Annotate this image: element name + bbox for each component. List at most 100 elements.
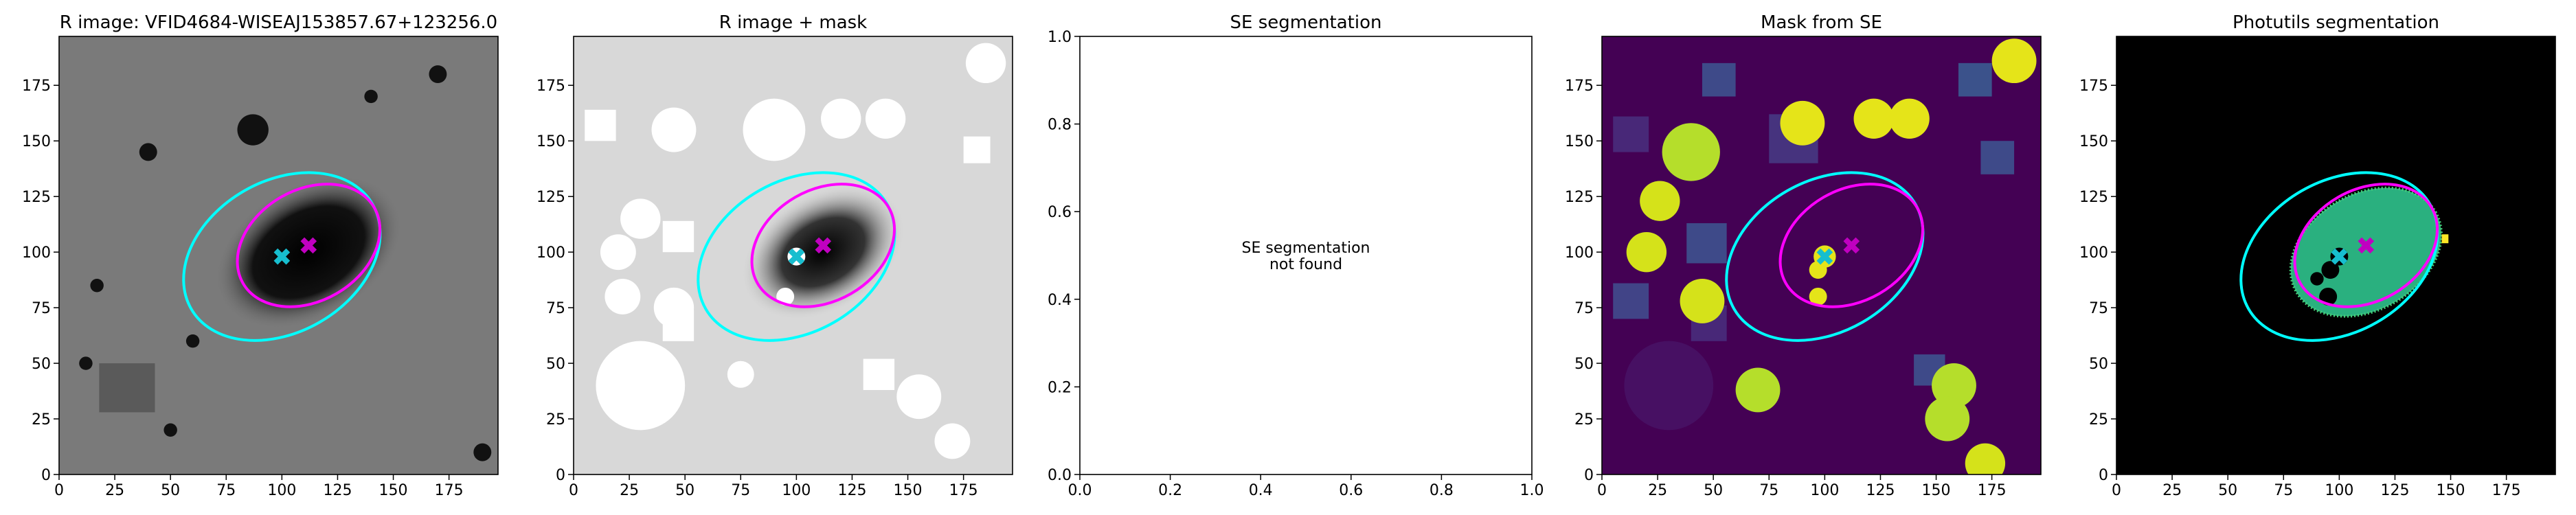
x-tick-label: 175 [2492,482,2521,499]
x-tick-label: 100 [2325,482,2353,499]
panel-title: R image + mask [719,12,868,33]
galaxy [740,183,906,321]
panel-title: R image: VFID4684-WISEAJ153857.67+123256… [60,12,497,33]
x-tick-label: 25 [1648,482,1667,499]
y-tick-label: 1.0 [1048,29,1072,46]
mask-blob [965,43,1006,84]
y-tick-label: 0.8 [1048,117,1072,134]
axes-frame [2116,36,2556,475]
mask-blob [600,234,636,271]
mask-box [1686,223,1727,264]
y-tick-label: 0.2 [1048,379,1072,396]
mask-blob [1965,443,2006,474]
star [139,143,157,161]
hole [2319,287,2338,306]
center-marker [788,248,805,265]
mask-box [662,310,694,341]
y-tick-label: 0 [1584,467,1594,484]
mask-blob [1624,341,1714,431]
y-tick-label: 125 [536,189,565,206]
mask-blob [1809,287,1827,306]
x-tick-label: 50 [675,482,694,499]
y-tick-label: 25 [546,411,565,428]
x-tick-label: 75 [1759,482,1778,499]
panel: R image: VFID4684-WISEAJ153857.67+123256… [22,12,499,499]
x-tick-label: 50 [1704,482,1723,499]
mask-blob [651,107,697,152]
panel-title: SE segmentation [1230,12,1382,33]
panel: Mask from SE 0 25 50 75 100 125 150 175 0 25 50 75 10… [1565,12,2042,499]
star [90,278,104,293]
mask-box [1980,141,2015,174]
y-tick-label: 75 [546,300,565,317]
y-tick-label: 75 [32,300,51,317]
y-tick-label: 50 [2089,356,2108,373]
panel-title: Photutils segmentation [2233,12,2439,33]
mask-box [662,220,694,253]
x-tick-label: 0 [54,482,64,499]
segment [2289,186,2443,318]
x-tick-label: 100 [1810,482,1839,499]
x-tick-label: 75 [731,482,750,499]
x-tick-label: 50 [161,482,180,499]
y-tick-label: 50 [1574,356,1594,373]
hole [2310,272,2324,286]
y-tick-label: 125 [22,189,51,206]
small-segment [2441,234,2449,244]
mask-box [585,109,616,141]
panel: Photutils segmentation 0 25 50 75 100 125 150 17… [2079,12,2556,499]
y-tick-label: 0.6 [1048,204,1072,221]
y-tick-label: 100 [2079,244,2108,262]
center-marker [1843,237,1860,254]
masked-star [99,363,155,413]
mask-blob [743,98,806,161]
y-tick-label: 75 [2089,300,2108,317]
mask-blob [896,374,942,420]
mask-box [1702,62,1736,97]
aperture-ellipse [1778,183,1925,308]
x-tick-label: 0 [1597,482,1607,499]
mask-blob [1932,363,1976,408]
y-tick-label: 0 [41,467,51,484]
x-tick-label: 1.0 [1520,482,1544,499]
x-tick-label: 75 [216,482,236,499]
mask-blob [727,360,754,388]
star [364,89,378,104]
y-tick-label: 100 [536,244,565,262]
x-tick-label: 0.2 [1158,482,1182,499]
y-tick-label: 0 [556,467,565,484]
x-tick-label: 150 [2437,482,2465,499]
star [79,356,93,370]
image [59,36,498,474]
x-tick-label: 0 [2112,482,2121,499]
x-tick-label: 0.8 [1430,482,1454,499]
x-tick-label: 25 [105,482,124,499]
image [574,36,1013,474]
y-tick-label: 175 [22,78,51,95]
y-tick-label: 175 [1565,78,1594,95]
star [237,114,269,146]
mask-blob [934,423,971,459]
center-marker [273,248,291,265]
galaxy [215,175,402,329]
x-tick-label: 150 [894,482,923,499]
x-tick-label: 100 [267,482,296,499]
y-tick-label: 0 [2099,467,2108,484]
mask-box [963,136,991,163]
axes-frame [573,36,1013,475]
mask-blob [1925,396,1970,442]
axes-frame [1601,36,2042,475]
y-tick-label: 0.4 [1048,292,1072,309]
center-marker [2331,248,2348,265]
x-tick-label: 175 [949,482,978,499]
mask-blob [1853,98,1894,139]
mask-box [1613,283,1649,319]
y-tick-label: 125 [1565,189,1594,206]
axes-frame [58,36,499,475]
x-tick-label: 0.0 [1068,482,1092,499]
x-tick-label: 125 [837,482,866,499]
y-tick-label: 25 [1574,411,1594,428]
center-marker [300,237,317,254]
x-tick-label: 100 [782,482,811,499]
center-marker [1816,248,1833,265]
